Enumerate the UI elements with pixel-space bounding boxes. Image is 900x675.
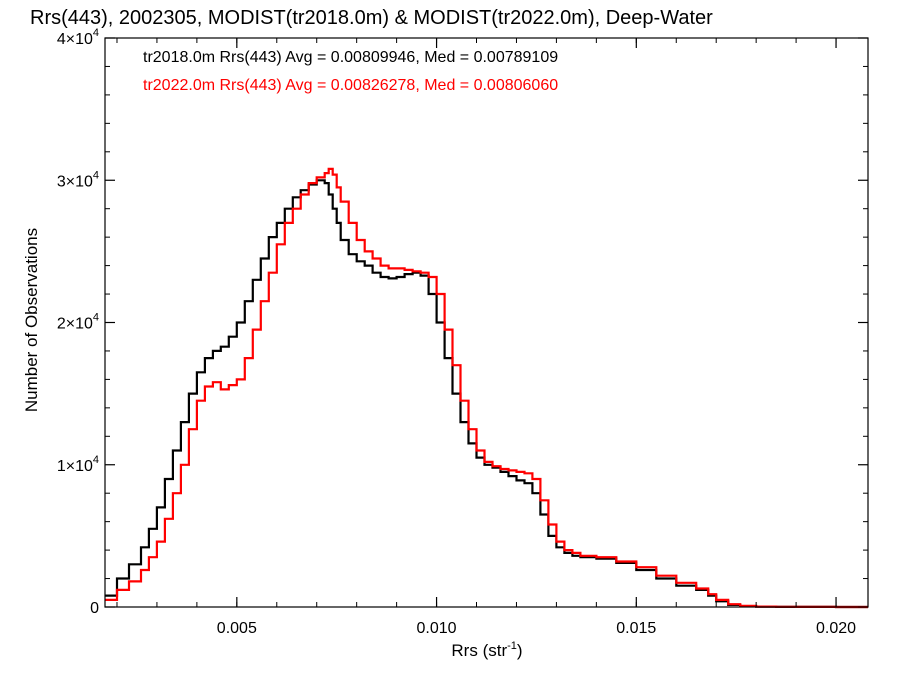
series-line-2 xyxy=(105,167,868,609)
x-axis-label-close: ) xyxy=(517,641,523,660)
x-tick-label: 0.020 xyxy=(816,620,856,637)
plot-frame xyxy=(104,37,869,608)
x-axis-label-exponent: -1 xyxy=(507,640,517,652)
y-tick-label: 2×104 xyxy=(57,312,99,333)
x-tick-label: 0.015 xyxy=(616,620,656,637)
series-line-1 xyxy=(105,179,868,609)
legend-entry-1: tr2018.0m Rrs(443) Avg = 0.00809946, Med… xyxy=(143,49,558,66)
y-axis-label: Number of Observations xyxy=(22,228,41,412)
legend-entry-2: tr2022.0m Rrs(443) Avg = 0.00826278, Med… xyxy=(143,77,558,94)
x-tick-label: 0.005 xyxy=(217,620,257,637)
x-axis-label: Rrs (str-1) xyxy=(451,640,522,660)
x-tick-label: 0.010 xyxy=(417,620,457,637)
chart-title: Rrs(443), 2002305, MODIST(tr2018.0m) & M… xyxy=(30,7,713,29)
y-tick-label: 1×104 xyxy=(57,454,99,475)
x-axis-label-text: Rrs (str xyxy=(451,641,507,660)
y-tick-label: 3×104 xyxy=(57,169,99,190)
y-tick-label: 4×104 xyxy=(57,27,99,48)
y-tick-label: 0 xyxy=(90,600,99,617)
